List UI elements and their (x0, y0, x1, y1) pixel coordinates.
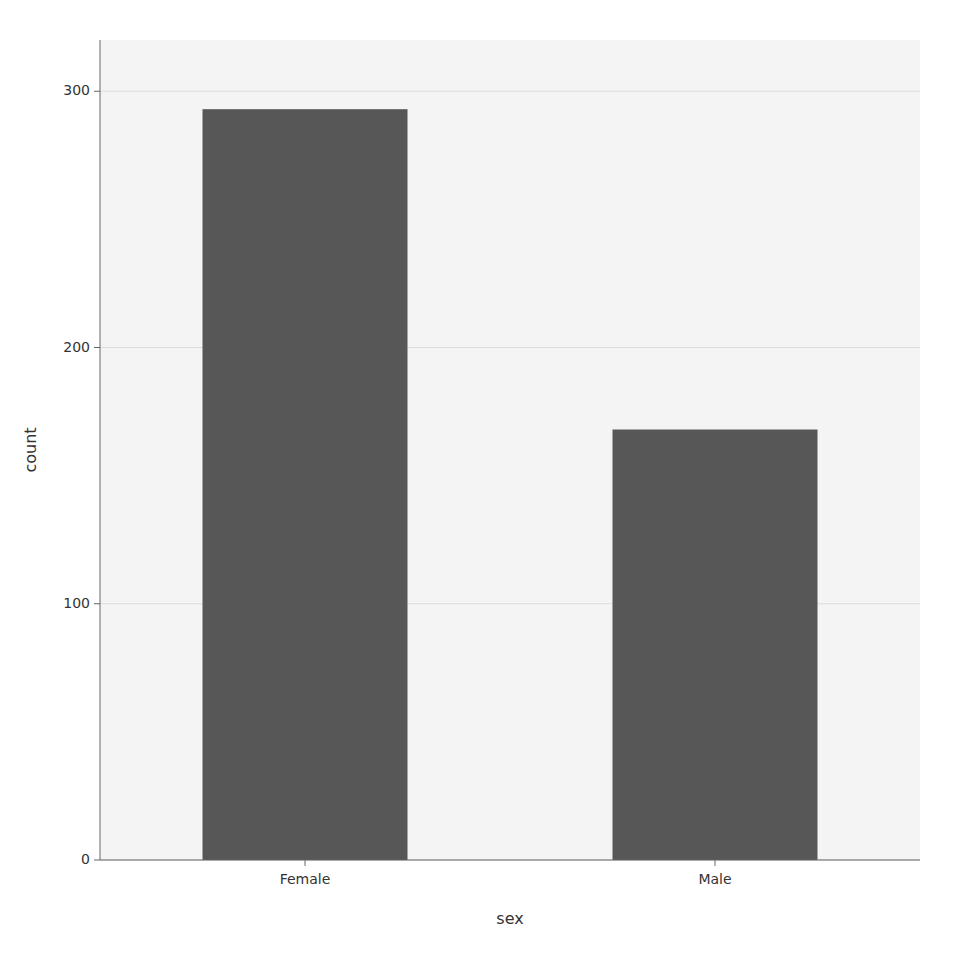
chart-container: 0 100 200 300 Female Male sex count (0, 0, 960, 960)
x-tick-label: Male (698, 871, 731, 887)
bar (203, 109, 408, 860)
y-tick-label: 100 (63, 595, 90, 611)
x-axis: Female Male (100, 860, 920, 887)
x-tick (305, 860, 306, 866)
y-tick (94, 347, 100, 348)
y-tick (94, 91, 100, 92)
plot-background (100, 40, 920, 860)
y-tick-label: 300 (63, 82, 90, 98)
y-tick-label: 0 (81, 851, 90, 867)
grid-line (100, 860, 920, 861)
grid (100, 91, 920, 860)
bar (613, 430, 818, 861)
x-tick (715, 860, 716, 866)
page: {"chart_data": {"type": "bar", "categori… (0, 0, 960, 960)
grid-line (100, 91, 920, 92)
y-tick-label: 200 (63, 339, 90, 355)
x-tick-label: Female (280, 871, 331, 887)
y-axis-label: count (21, 427, 40, 472)
bars (203, 109, 818, 860)
x-axis-label: sex (496, 909, 523, 928)
y-tick (94, 603, 100, 604)
chart-svg: 0 100 200 300 Female Male sex count (0, 0, 960, 960)
plot: 0 100 200 300 Female Male (63, 40, 920, 887)
y-axis-line (100, 40, 101, 860)
y-tick (94, 860, 100, 861)
y-axis: 0 100 200 300 (63, 40, 100, 867)
x-axis-line (100, 860, 920, 861)
